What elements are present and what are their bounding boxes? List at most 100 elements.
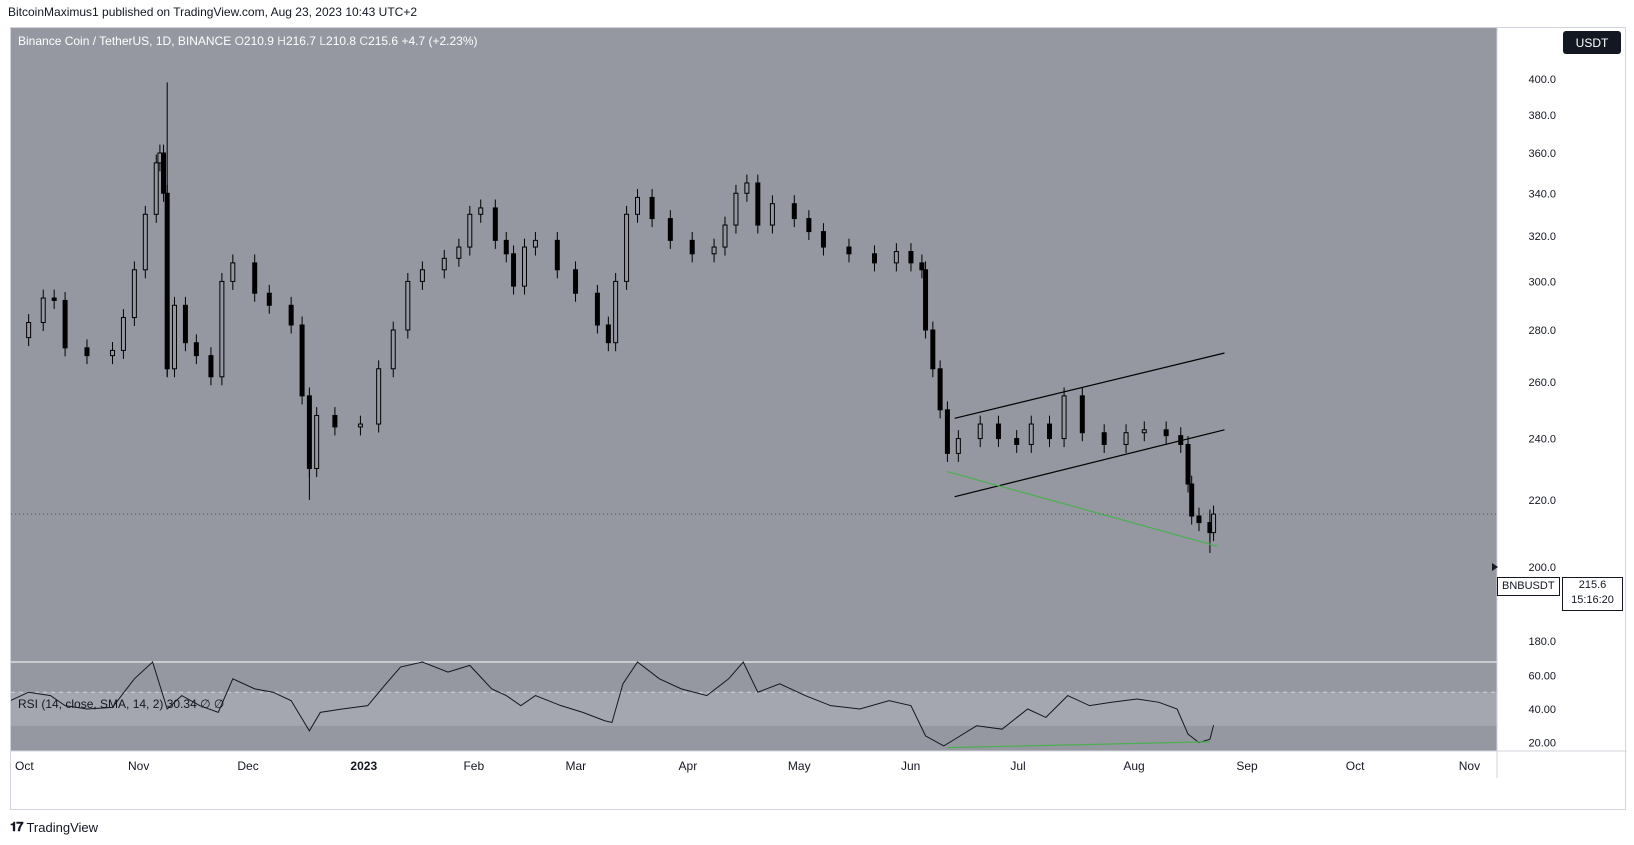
time-tick-label: Sep (1236, 759, 1258, 773)
open-value: 210.9 (243, 34, 274, 48)
candle-body (1196, 515, 1202, 524)
candle-body (1079, 395, 1085, 434)
candle-body (1101, 432, 1107, 445)
candle-body (51, 297, 57, 301)
rsi-extra-1: ∅ (200, 697, 211, 711)
footer[interactable]: 𝟏𝟕 TradingView (10, 819, 98, 835)
price-tick-label: 300.0 (1528, 276, 1556, 288)
candle-body (977, 423, 983, 440)
candle-body (846, 246, 852, 255)
candle-body (252, 262, 258, 294)
candle-body (1014, 438, 1020, 445)
symbol-price-tag: BNBUSDT (1497, 577, 1560, 596)
candle-body (492, 207, 498, 241)
price-tick-label: 380.0 (1528, 110, 1556, 122)
time-tick-label: Jun (901, 759, 920, 773)
channel-upper-line (954, 352, 1225, 419)
chart-frame[interactable]: 400.0 380.0 360.0 340.0 320.0 300.0 280.0 260.0… (10, 27, 1627, 811)
candle-body (1189, 483, 1195, 517)
price-tick-label: 340.0 (1528, 188, 1556, 200)
candle-body (893, 251, 899, 264)
candle-body (711, 246, 717, 255)
candle-body (26, 321, 32, 339)
candle-body (40, 297, 46, 323)
rsi-extra-2: ∅ (213, 697, 225, 711)
candle-body (376, 368, 382, 425)
candle-body (456, 246, 462, 259)
candle-body (635, 196, 641, 215)
candle-body (153, 162, 159, 215)
candle-body (944, 409, 950, 454)
candle-body (769, 203, 775, 226)
candle-body (1163, 429, 1169, 437)
price-tick-label: 240.0 (1528, 434, 1556, 446)
candle-body (266, 292, 272, 306)
candle-body (871, 253, 877, 264)
candle-body (1046, 423, 1052, 440)
time-tick-label: Feb (463, 759, 484, 773)
tradingview-logo-icon: 𝟏𝟕 (10, 819, 24, 834)
candle-body (1185, 443, 1191, 485)
candle-body (624, 213, 630, 282)
candle-body (1141, 429, 1147, 434)
candle-body (1061, 395, 1067, 440)
candle-body (503, 239, 509, 255)
rsi-line (11, 661, 1215, 747)
candle-body (219, 280, 225, 378)
chart-canvas[interactable]: 400.0 380.0 360.0 340.0 320.0 300.0 280.0 260.0… (11, 28, 1627, 811)
candle-body (755, 182, 761, 226)
time-tick-label: Mar (566, 759, 587, 773)
candle-body (288, 304, 294, 326)
currency-button[interactable]: USDT (1563, 31, 1621, 54)
ohlc-legend: Binance Coin / TetherUS, 1D, BINANCE O21… (18, 34, 478, 48)
candle-body (1028, 423, 1034, 445)
candle-body (161, 152, 167, 194)
symbol-title: Binance Coin / TetherUS, 1D, BINANCE (18, 34, 232, 48)
candle-body (554, 239, 560, 271)
rsi-legend: RSI (14, close, SMA, 14, 2) 30.34 ∅ ∅ (18, 697, 224, 711)
candle-body (744, 182, 750, 194)
rsi-band (11, 692, 1497, 726)
candle-body (955, 438, 961, 454)
last-price-tag: 215.6 15:16:20 (1562, 577, 1623, 611)
price-divergence-line (947, 471, 1218, 547)
candle-body (613, 280, 619, 344)
candle-body (930, 329, 936, 370)
time-tick-label: Aug (1123, 759, 1144, 773)
time-tick-label: Oct (1346, 759, 1365, 773)
candle-body (908, 251, 914, 264)
candle-body (84, 347, 90, 357)
candle-body (667, 218, 673, 241)
time-tick-label: Jul (1010, 759, 1025, 773)
candle-body (995, 423, 1001, 440)
time-tick-label: May (788, 759, 811, 773)
candle-body (937, 368, 943, 411)
high-value: 216.7 (285, 34, 316, 48)
candle-body (594, 292, 600, 326)
time-tick-label: Nov (128, 759, 149, 773)
candle-body (511, 253, 517, 287)
price-pane-background (11, 28, 1497, 751)
candle-body (120, 317, 126, 351)
low-value: 210.8 (326, 34, 357, 48)
candle-body (1123, 432, 1129, 445)
candle-body (441, 257, 447, 271)
candle-body (573, 269, 579, 294)
candle-body (62, 299, 68, 349)
candle-body (532, 239, 538, 248)
rsi-label: RSI (14, close, SMA, 14, 2) (18, 697, 164, 711)
candle-body (230, 262, 236, 282)
change-value: +4.7 (+2.23%) (401, 34, 478, 48)
last-price: 215.6 (1578, 579, 1607, 591)
close-label: C (359, 34, 369, 48)
price-tick-label: 280.0 (1528, 325, 1556, 337)
candle-body (806, 218, 812, 233)
candle-body (820, 231, 826, 248)
candle-body (314, 414, 320, 470)
candle-body (467, 213, 473, 248)
bar-countdown: 15:16:20 (1571, 594, 1614, 606)
time-tick-label: Dec (237, 759, 258, 773)
candle-body (171, 304, 177, 370)
candle-body (1211, 513, 1217, 534)
low-label: L (319, 34, 327, 48)
